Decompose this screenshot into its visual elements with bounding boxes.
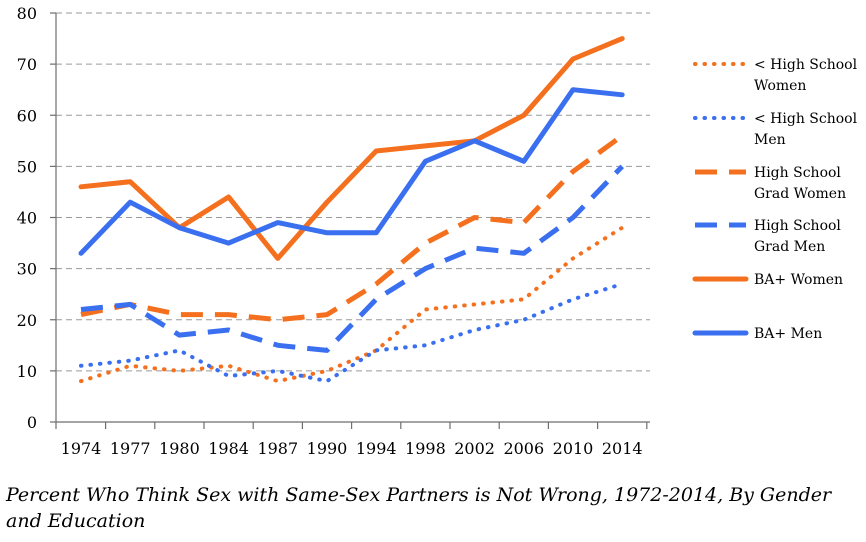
legend-label-4: BA+ Women <box>754 272 843 288</box>
y-tick-label: 0 <box>27 413 37 432</box>
x-tick-label: 1987 <box>257 439 298 458</box>
legend-label-line: < High School <box>754 111 858 127</box>
legend-label-line: High School <box>754 218 841 234</box>
series-line-3 <box>80 164 625 353</box>
legend-label-line: Men <box>754 132 786 148</box>
gridlines <box>56 12 650 372</box>
series-line-4 <box>78 36 625 261</box>
y-tick-label: 70 <box>17 55 37 74</box>
line-chart: 0 10 20 30 40 50 60 70 80 1974 1977 1980 1984 1987 199… <box>17 4 858 458</box>
axes: 0 10 20 30 40 50 60 70 80 1974 1977 1980 1984 1987 199… <box>17 4 650 458</box>
x-tick-label: 1977 <box>110 439 151 458</box>
legend-label-line: BA+ Men <box>754 326 822 342</box>
x-tick-label: 2014 <box>602 439 643 458</box>
x-tick-label: 1998 <box>405 439 446 458</box>
legend-label-line: Grad Men <box>754 239 825 255</box>
x-tick-label: 2002 <box>454 439 495 458</box>
legend-label-line: < High School <box>754 57 858 73</box>
chart-caption: Percent Who Think Sex with Same-Sex Part… <box>6 484 832 532</box>
series-line-2 <box>80 133 624 323</box>
y-tick-label: 40 <box>17 209 37 228</box>
y-tick-label: 50 <box>17 157 37 176</box>
x-tick-label: 1974 <box>61 439 102 458</box>
legend-label-0: < High School Women <box>754 57 858 94</box>
x-tick-label: 1990 <box>307 439 348 458</box>
legend: < High School Women < High School Men High S… <box>692 57 858 342</box>
y-tick-label: 10 <box>17 362 37 381</box>
legend-label-line: BA+ Women <box>754 272 843 288</box>
legend-label-3: High School Grad Men <box>754 218 841 255</box>
series-line-1 <box>79 282 625 384</box>
x-tick-label: 2006 <box>503 439 544 458</box>
legend-label-line: Women <box>754 78 806 94</box>
y-tick-label: 20 <box>17 311 37 330</box>
series-lines <box>78 36 625 384</box>
y-tick-label: 60 <box>17 106 37 125</box>
x-tick-label: 1980 <box>159 439 200 458</box>
legend-label-1: < High School Men <box>754 111 858 148</box>
x-tick-label: 1994 <box>356 439 397 458</box>
legend-label-line: Grad Women <box>754 186 846 202</box>
legend-label-line: High School <box>754 165 841 181</box>
y-tick-label: 80 <box>17 4 37 23</box>
x-tick-label: 2010 <box>553 439 594 458</box>
series-line-5 <box>78 87 625 256</box>
x-tick-label: 1984 <box>208 439 249 458</box>
y-tick-label: 30 <box>17 260 37 279</box>
series-line-0 <box>79 225 625 384</box>
legend-label-5: BA+ Men <box>754 326 822 342</box>
legend-label-2: High School Grad Women <box>754 165 846 202</box>
